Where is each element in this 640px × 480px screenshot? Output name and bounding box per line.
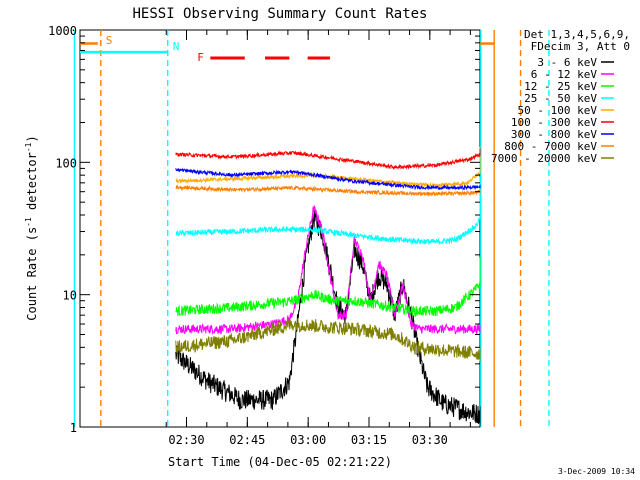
legend: Det 1,3,4,5,6,9, FDecim 3, Att 0 3 - 6 k… <box>491 28 630 165</box>
x-tick-label: 03:30 <box>412 433 448 447</box>
y-axis-label: Count Rate (s-1 detector-1) <box>24 135 39 320</box>
night-label: N <box>173 40 180 53</box>
series-line-12-25keV <box>175 257 481 318</box>
series-layer <box>175 146 481 427</box>
legend-header-line-1: Det 1,3,4,5,6,9, <box>524 28 630 41</box>
flare-label: F <box>197 51 204 64</box>
legend-entry-label: 100 - 300 keV <box>511 116 597 129</box>
series-line-7000-20000keV <box>175 318 481 362</box>
series-line-25-50keV <box>175 176 481 246</box>
saa-label: S <box>106 34 113 47</box>
y-tick-label: 10 <box>63 289 77 303</box>
footer-timestamp: 3-Dec-2009 10:34 <box>558 467 635 476</box>
series-line-3-6keV <box>175 210 481 427</box>
series-line-800-7000keV <box>175 184 481 198</box>
x-tick-label: 03:15 <box>351 433 387 447</box>
legend-entry-label: 6 - 12 keV <box>531 68 598 81</box>
marker-layer: S N F <box>73 30 550 427</box>
legend-entry-label: 25 - 50 keV <box>524 92 597 105</box>
y-tick-label: 1 <box>70 421 77 435</box>
chart-title: HESSI Observing Summary Count Rates <box>132 6 427 22</box>
legend-entry-label: 800 - 7000 keV <box>504 140 597 153</box>
axis-layer: 02:30 02:45 03:00 03:15 03:30 1 10 100 1000 <box>48 24 480 447</box>
x-tick-label: 02:30 <box>168 433 204 447</box>
series-line-100-300keV <box>175 148 481 171</box>
x-tick-label: 02:45 <box>229 433 265 447</box>
y-tick-label: 100 <box>55 156 77 170</box>
plot-frame <box>79 29 481 428</box>
legend-entry-label: 7000 - 20000 keV <box>491 152 597 165</box>
y-tick-label: 1000 <box>48 24 77 38</box>
series-line-300-800keV <box>175 167 481 191</box>
series-line-6-12keV <box>175 204 481 336</box>
legend-entry-label: 12 - 25 keV <box>524 80 597 93</box>
x-axis-label: Start Time (04-Dec-05 02:21:22) <box>168 455 392 469</box>
legend-entry-label: 50 - 100 keV <box>518 104 598 117</box>
legend-entry-label: 300 - 800 keV <box>511 128 597 141</box>
legend-header-line-2: FDecim 3, Att 0 <box>531 40 630 53</box>
legend-entry-label: 3 - 6 keV <box>537 56 597 69</box>
x-tick-label: 03:00 <box>290 433 326 447</box>
